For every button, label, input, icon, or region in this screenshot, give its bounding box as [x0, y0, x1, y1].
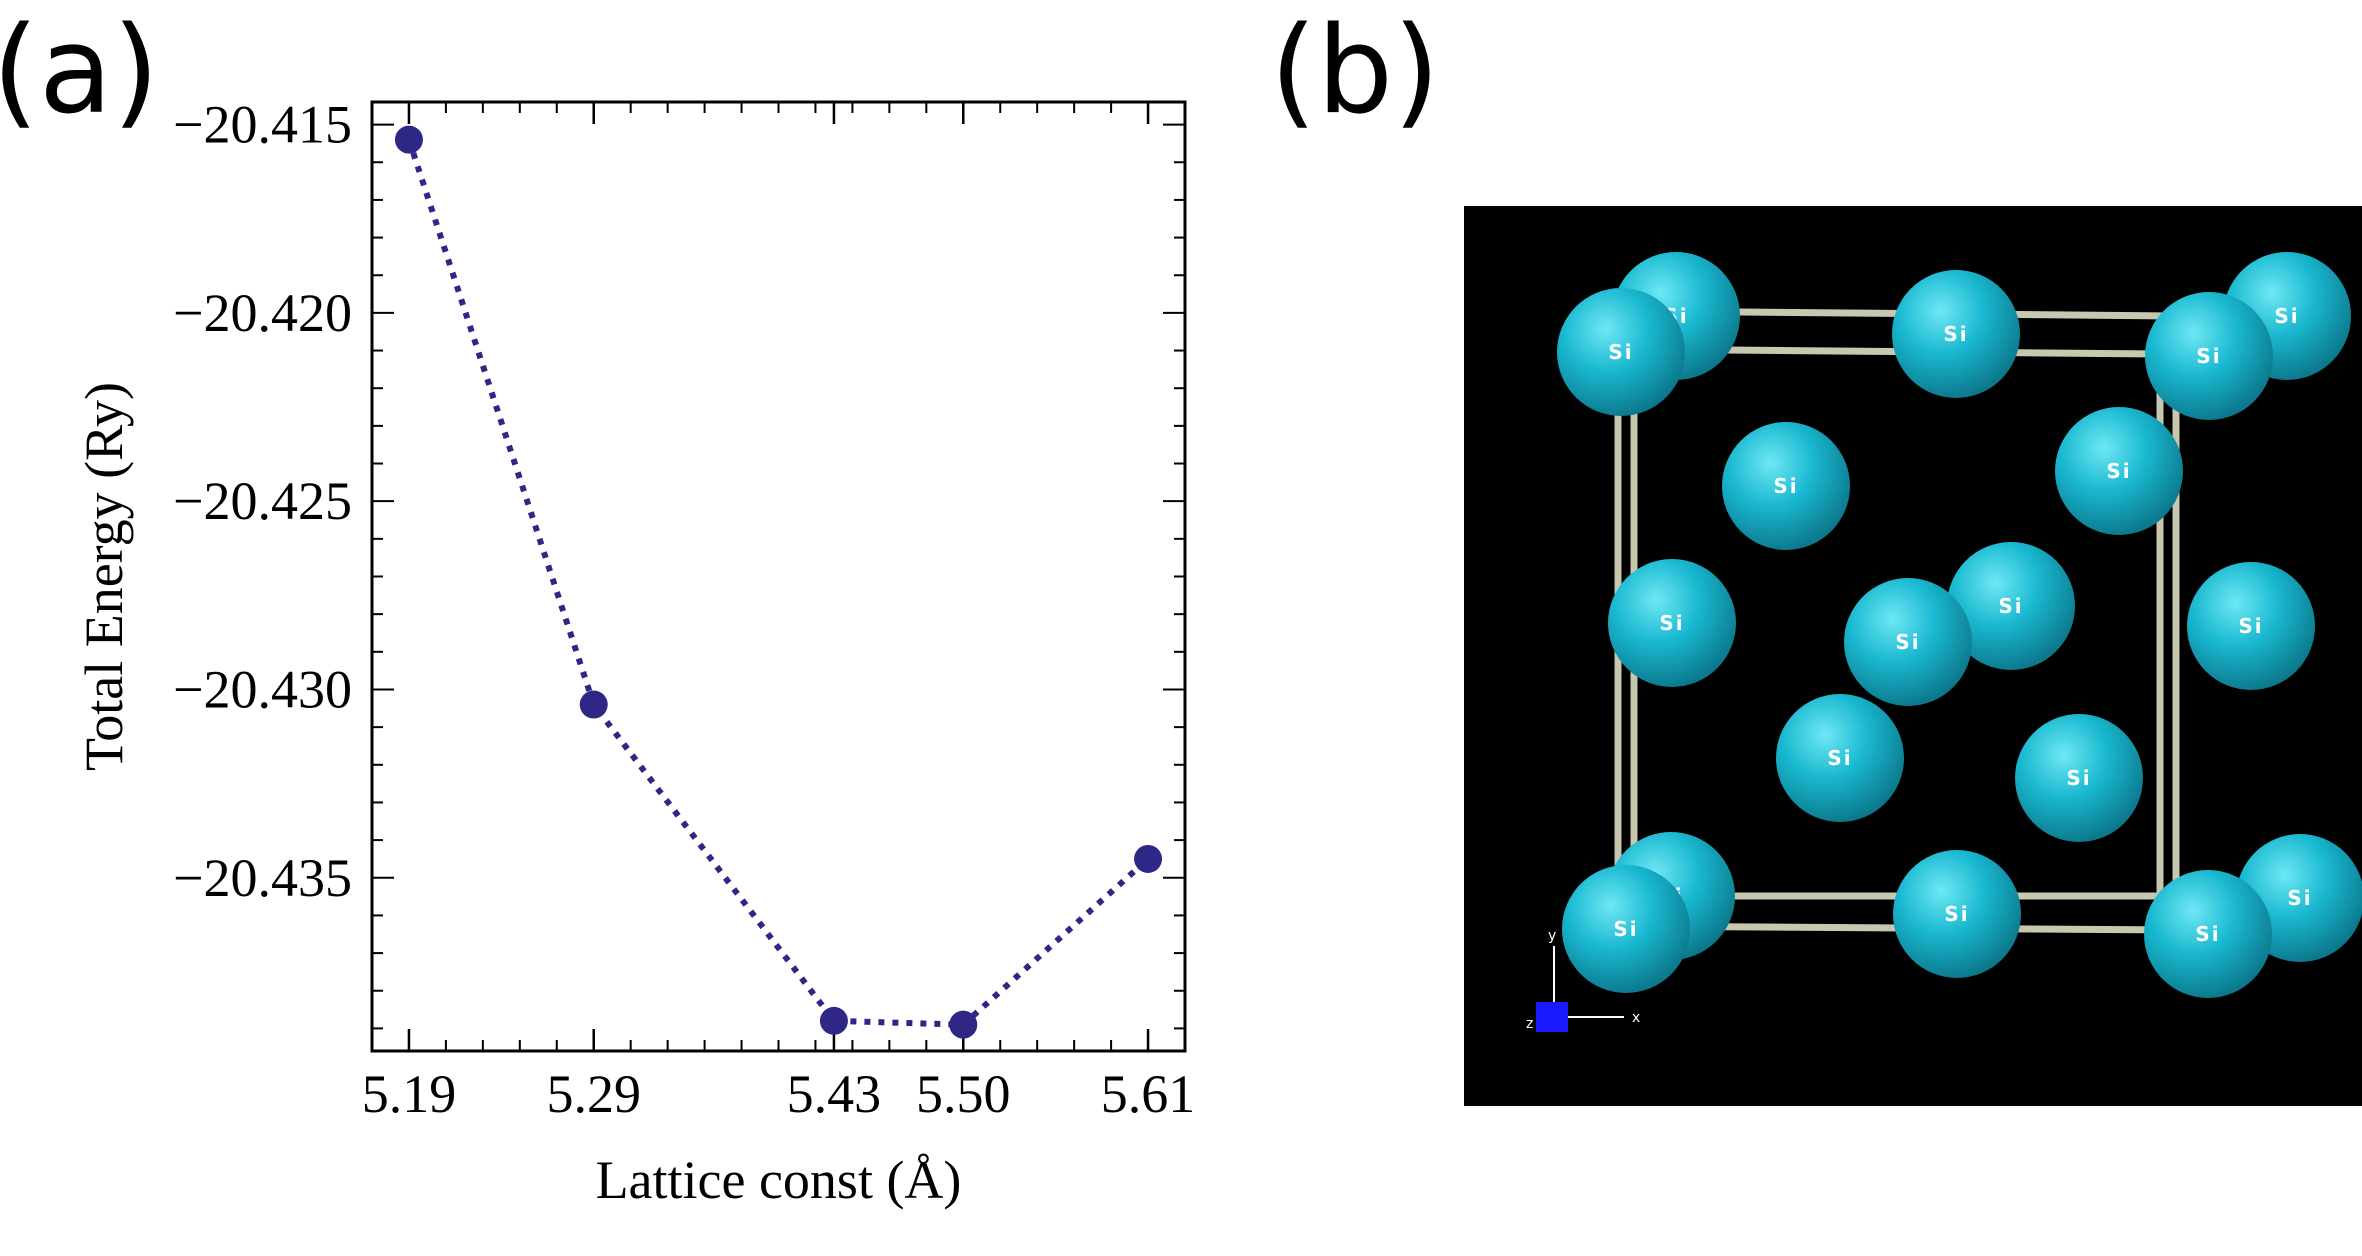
si-atom-label: Si — [2274, 304, 2299, 328]
x-tick-label: 5.29 — [546, 1064, 641, 1124]
si-atom-label: Si — [1773, 474, 1798, 498]
y-axis-title: Total Energy (Ry) — [74, 382, 134, 771]
data-point — [394, 125, 423, 154]
si-atom — [1893, 850, 2021, 978]
si-atom-label: Si — [2066, 766, 2091, 790]
si-atom-label: Si — [2238, 614, 2263, 638]
si-atom — [2145, 292, 2273, 420]
data-point — [579, 690, 608, 719]
x-axis-title: Lattice const (Å) — [596, 1150, 962, 1210]
x-tick-label: 5.19 — [362, 1064, 457, 1124]
y-tick-label: −20.430 — [173, 659, 352, 719]
plot-frame — [370, 100, 1187, 1053]
silicon-crystal-render: SiSiSiSiSiSiSiSiSiSiSiSiSiSiSiSiSiSixyz — [1464, 206, 2362, 1106]
energy-chart: 5.19 5.29 5.43 5.50 5.61 −20.415 −20.420 −20.42… — [74, 95, 1196, 1210]
si-atom — [1892, 270, 2020, 398]
si-atom — [1776, 694, 1904, 822]
si-atom — [1844, 578, 1972, 706]
si-atom — [1608, 559, 1736, 687]
si-atom-label: Si — [1944, 902, 1969, 926]
si-atom-label: Si — [1608, 340, 1633, 364]
si-atom-label: Si — [1613, 917, 1638, 941]
si-atom-label: Si — [1659, 611, 1684, 635]
x-axis-label: x — [1632, 1010, 1640, 1026]
si-atom-label: Si — [2106, 459, 2131, 483]
y-tick-label: −20.425 — [173, 471, 352, 531]
si-atom-label: Si — [1998, 594, 2023, 618]
si-atom-label: Si — [2195, 922, 2220, 946]
si-atom — [1947, 542, 2075, 670]
si-atom-label: Si — [1895, 630, 1920, 654]
data-point — [819, 1006, 848, 1035]
si-atom — [1557, 288, 1685, 416]
y-tick-label: −20.435 — [173, 848, 352, 908]
si-atom-label: Si — [2196, 344, 2221, 368]
si-atom — [1722, 422, 1850, 550]
si-atom — [2055, 407, 2183, 535]
si-atom — [2187, 562, 2315, 690]
panel-label-b: (b) — [1270, 2, 1440, 141]
si-atom-label: Si — [1827, 746, 1852, 770]
data-point — [1134, 844, 1163, 873]
data-point — [949, 1010, 978, 1039]
panel-label-a: (a) — [0, 2, 160, 141]
axis-origin-box — [1536, 1002, 1568, 1032]
si-atom — [2144, 870, 2272, 998]
x-tick-label: 5.50 — [916, 1064, 1011, 1124]
y-tick-label: −20.415 — [173, 95, 352, 155]
z-axis-label: z — [1526, 1016, 1533, 1032]
x-tick-label: 5.43 — [787, 1064, 882, 1124]
crystal-scene: SiSiSiSiSiSiSiSiSiSiSiSiSiSiSiSiSiSixyz — [1526, 252, 2362, 1032]
si-atom — [2015, 714, 2143, 842]
y-axis-label: y — [1548, 928, 1556, 944]
x-tick-label: 5.61 — [1101, 1064, 1196, 1124]
si-atom-label: Si — [2287, 886, 2312, 910]
si-atom-label: Si — [1943, 322, 1968, 346]
series-line — [406, 138, 1151, 1028]
si-atom — [1562, 865, 1690, 993]
y-tick-label: −20.420 — [173, 283, 352, 343]
